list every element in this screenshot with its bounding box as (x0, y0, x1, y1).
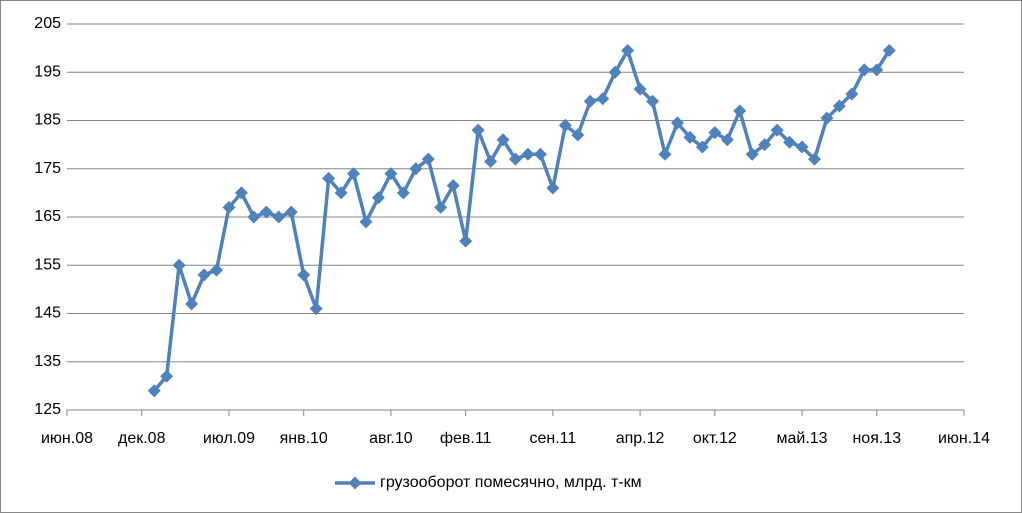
point-marker (808, 152, 821, 166)
x-tick-label: дек.08 (118, 430, 166, 447)
point-marker (421, 152, 435, 166)
point-marker (546, 181, 560, 195)
point-marker (185, 297, 199, 311)
point-marker (297, 268, 311, 282)
x-tick-label: июн.14 (938, 430, 990, 447)
point-marker (758, 138, 772, 152)
point-marker (259, 205, 273, 219)
point-marker (434, 200, 448, 214)
point-marker (558, 118, 572, 132)
y-tick-label: 195 (34, 63, 61, 80)
y-tick-label: 185 (34, 112, 61, 129)
point-marker (720, 133, 734, 147)
point-marker (670, 116, 684, 130)
point-marker (459, 234, 473, 248)
point-marker (147, 384, 161, 398)
x-tick-label: сен.11 (529, 430, 576, 447)
point-marker (446, 179, 460, 193)
x-tick-label: июл.09 (203, 430, 255, 447)
point-marker (633, 82, 647, 96)
point-marker (334, 186, 348, 200)
point-marker (783, 135, 797, 149)
x-tick-label: ноя.13 (852, 430, 901, 447)
point-marker (272, 210, 286, 224)
point-marker (646, 94, 660, 108)
point-marker (708, 126, 722, 140)
y-tick-label: 135 (34, 353, 61, 370)
y-tick-label: 145 (34, 305, 61, 322)
point-marker (745, 147, 759, 161)
point-marker (521, 147, 535, 161)
point-marker (832, 99, 846, 113)
point-marker (384, 167, 398, 181)
point-marker (160, 369, 174, 383)
point-marker (882, 44, 896, 58)
point-marker (596, 92, 610, 106)
x-tick-label: апр.12 (616, 430, 665, 447)
point-marker (409, 162, 423, 176)
point-marker (371, 191, 385, 205)
point-marker (471, 123, 485, 137)
point-marker (820, 111, 834, 125)
point-marker (509, 152, 522, 166)
x-tick-label: май.13 (777, 430, 828, 447)
point-marker (845, 87, 859, 101)
x-tick-label: фев.11 (440, 430, 492, 447)
point-marker (621, 44, 635, 58)
point-marker (695, 140, 709, 154)
y-tick-label: 205 (34, 15, 61, 32)
legend-marker (348, 476, 362, 490)
x-tick-label: июн.08 (41, 430, 93, 447)
y-tick-label: 165 (34, 208, 61, 225)
x-tick-label: авг.10 (369, 430, 413, 447)
legend-label: грузооборот помесячно, млрд. т-км (380, 474, 642, 491)
point-marker (197, 268, 211, 282)
point-marker (571, 128, 585, 142)
point-marker (284, 205, 298, 219)
point-marker (533, 147, 547, 161)
point-marker (733, 104, 747, 118)
point-marker (770, 123, 784, 137)
point-marker (658, 147, 672, 161)
point-marker (608, 65, 622, 79)
point-marker (857, 63, 871, 77)
x-tick-label: окт.12 (693, 430, 737, 447)
point-marker (247, 210, 261, 224)
y-tick-label: 155 (34, 256, 61, 273)
point-marker (870, 63, 884, 77)
point-marker (210, 263, 223, 277)
point-marker (347, 167, 361, 181)
point-marker (496, 133, 510, 147)
y-tick-label: 175 (34, 160, 61, 177)
point-marker (222, 200, 236, 214)
y-tick-label: 125 (34, 401, 61, 418)
point-marker (396, 186, 410, 200)
x-tick-label: янв.10 (280, 430, 328, 447)
point-marker (234, 186, 248, 200)
point-marker (683, 130, 697, 144)
point-marker (359, 215, 373, 229)
point-marker (795, 140, 809, 154)
point-marker (322, 171, 336, 185)
point-marker (172, 258, 186, 272)
point-marker (583, 94, 597, 108)
point-marker (309, 302, 323, 316)
point-marker (484, 155, 498, 169)
